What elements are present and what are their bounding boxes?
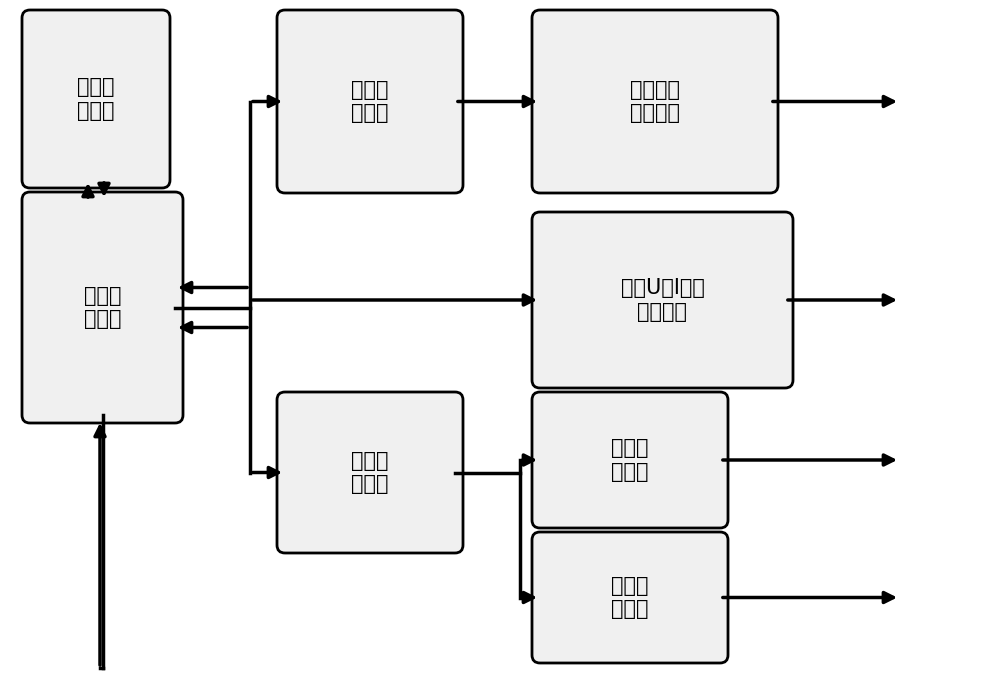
FancyBboxPatch shape [532, 212, 793, 388]
Text: 人机交
互模块: 人机交 互模块 [77, 77, 115, 121]
Text: 防误自
切模块: 防误自 切模块 [611, 576, 649, 619]
Text: 实时U、I测量
存储模块: 实时U、I测量 存储模块 [621, 278, 704, 322]
FancyBboxPatch shape [277, 392, 463, 553]
FancyBboxPatch shape [532, 10, 778, 193]
Text: 交流验
证模块: 交流验 证模块 [351, 451, 389, 494]
FancyBboxPatch shape [22, 192, 183, 423]
Text: 控制转
换模块: 控制转 换模块 [84, 286, 121, 329]
Text: 消磁进度
采集模块: 消磁进度 采集模块 [630, 80, 680, 123]
Text: 直流消
磁模块: 直流消 磁模块 [351, 80, 389, 123]
FancyBboxPatch shape [532, 392, 728, 528]
FancyBboxPatch shape [277, 10, 463, 193]
FancyBboxPatch shape [532, 532, 728, 663]
FancyBboxPatch shape [22, 10, 170, 188]
Text: 安全警
示模块: 安全警 示模块 [611, 438, 649, 482]
